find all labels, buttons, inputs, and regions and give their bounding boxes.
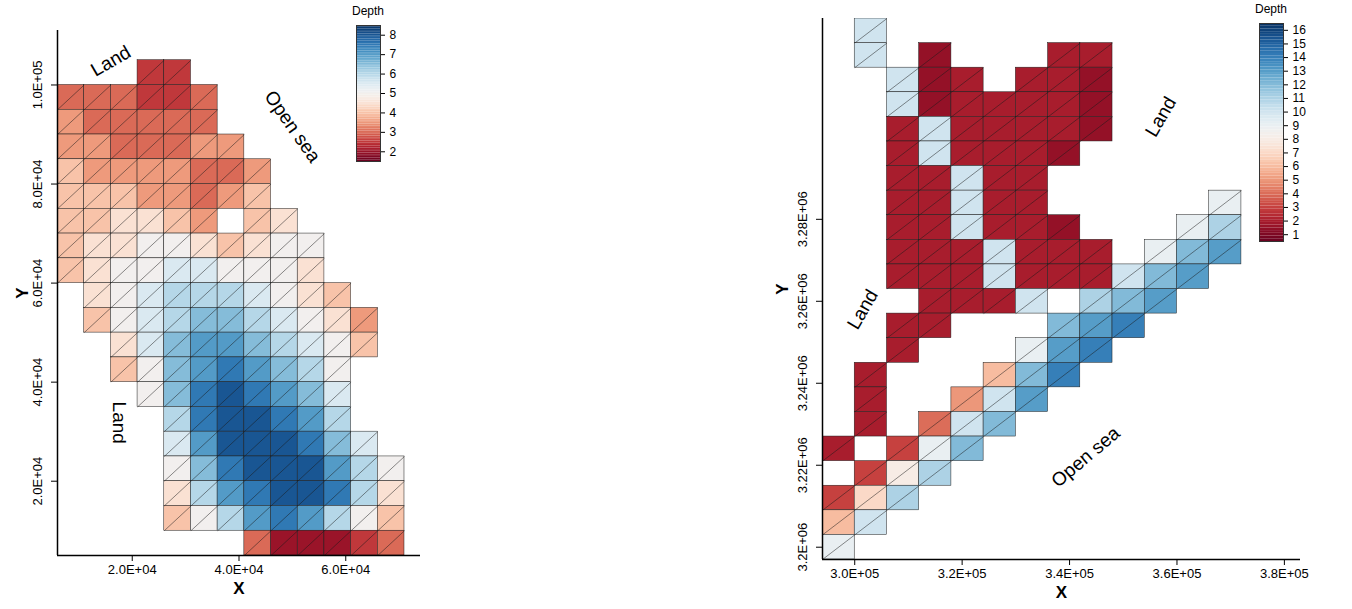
svg-text:Open sea: Open sea	[1047, 422, 1124, 491]
svg-text:Y: Y	[773, 283, 792, 295]
svg-text:1.0E+05: 1.0E+05	[30, 61, 45, 110]
svg-text:Land: Land	[87, 41, 134, 80]
svg-text:7: 7	[390, 47, 397, 61]
svg-text:15: 15	[1293, 37, 1307, 51]
svg-text:Land: Land	[1141, 93, 1180, 140]
svg-text:3.8E+05: 3.8E+05	[1260, 566, 1309, 581]
svg-text:Open sea: Open sea	[260, 87, 325, 167]
svg-text:13: 13	[1293, 64, 1307, 78]
svg-text:4: 4	[1293, 187, 1300, 201]
svg-text:3.4E+05: 3.4E+05	[1045, 566, 1094, 581]
svg-text:10: 10	[1293, 105, 1307, 119]
svg-text:2: 2	[1293, 214, 1300, 228]
svg-text:14: 14	[1293, 50, 1307, 64]
svg-text:X: X	[1056, 583, 1068, 601]
svg-text:2.0E+04: 2.0E+04	[30, 457, 45, 506]
svg-text:9: 9	[1293, 119, 1300, 133]
svg-text:2.0E+04: 2.0E+04	[108, 562, 157, 577]
svg-text:6.0E+04: 6.0E+04	[30, 259, 45, 308]
svg-text:8: 8	[1293, 132, 1300, 146]
svg-text:3.26E+06: 3.26E+06	[795, 273, 810, 329]
svg-text:11: 11	[1293, 91, 1306, 105]
svg-text:Land: Land	[109, 402, 130, 444]
svg-text:3.2E+06: 3.2E+06	[795, 523, 810, 572]
svg-text:3.28E+06: 3.28E+06	[795, 191, 810, 247]
svg-text:6.0E+04: 6.0E+04	[321, 562, 370, 577]
svg-text:3.6E+05: 3.6E+05	[1153, 566, 1202, 581]
svg-text:7: 7	[1293, 146, 1300, 160]
svg-text:1: 1	[1293, 228, 1300, 242]
svg-text:8: 8	[390, 28, 397, 42]
svg-text:5: 5	[1293, 173, 1300, 187]
svg-text:3: 3	[1293, 200, 1300, 214]
html-text:Depth: Depth	[352, 4, 384, 18]
svg-text:X: X	[233, 579, 245, 598]
svg-text:6: 6	[1293, 159, 1300, 173]
svg-text:Land: Land	[843, 286, 882, 333]
svg-text:16: 16	[1293, 23, 1307, 37]
svg-text:Y: Y	[13, 287, 32, 299]
svg-text:4: 4	[390, 106, 397, 120]
html-text:Depth: Depth	[1255, 2, 1287, 16]
svg-text:3: 3	[390, 125, 397, 139]
svg-text:6: 6	[390, 67, 397, 81]
svg-text:2: 2	[390, 145, 397, 159]
svg-text:3.24E+06: 3.24E+06	[795, 355, 810, 411]
svg-text:4.0E+04: 4.0E+04	[30, 358, 45, 407]
svg-text:3.2E+05: 3.2E+05	[938, 566, 987, 581]
svg-text:8.0E+04: 8.0E+04	[30, 160, 45, 209]
svg-text:3.0E+05: 3.0E+05	[830, 566, 879, 581]
svg-text:3.22E+06: 3.22E+06	[795, 437, 810, 493]
svg-text:4.0E+04: 4.0E+04	[215, 562, 264, 577]
svg-text:12: 12	[1293, 78, 1307, 92]
svg-text:5: 5	[390, 86, 397, 100]
